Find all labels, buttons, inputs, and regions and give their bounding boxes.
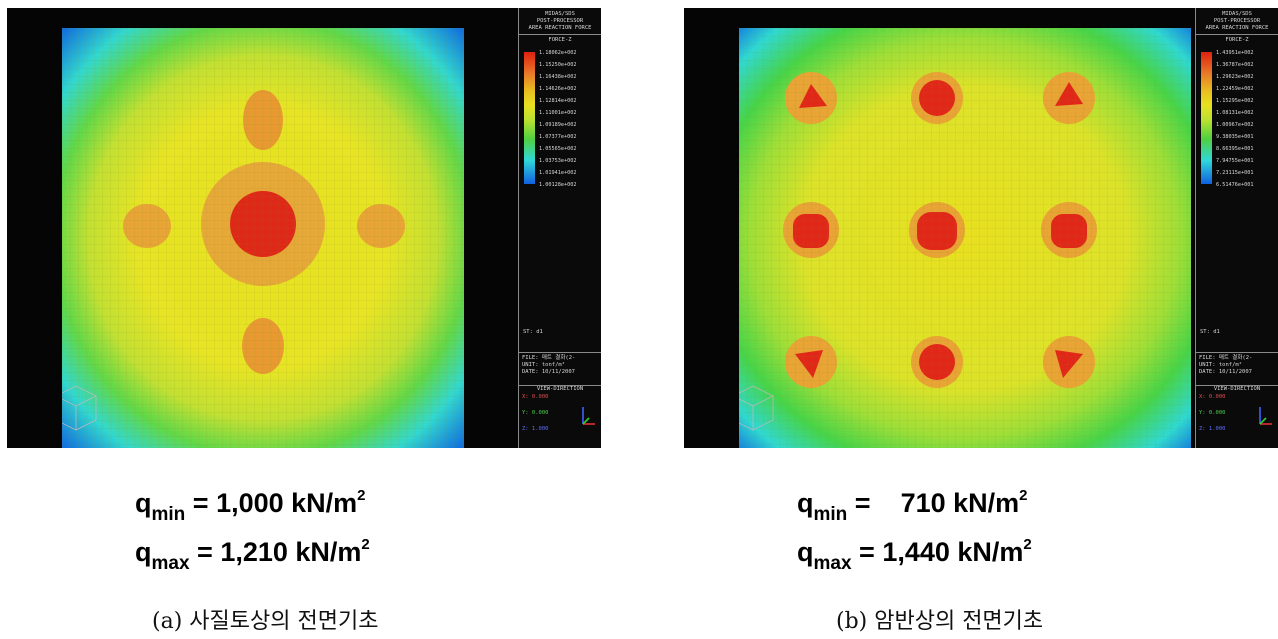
result-type: AREA REACTION FORCE <box>1205 25 1269 31</box>
legend-value: 1.09189e+002 <box>539 122 577 128</box>
legend-value: 1.22459e+002 <box>1216 86 1254 92</box>
legend-value: 1.08131e+002 <box>1216 110 1254 116</box>
file-name: FILE: 매트 결화(2- <box>1199 355 1253 361</box>
legend-value: 1.36787e+002 <box>1216 62 1254 68</box>
legend-value: 1.11001e+002 <box>539 110 577 116</box>
view-x: X: 0.000 <box>522 394 549 400</box>
legend-value: 1.16438e+002 <box>539 74 577 80</box>
color-legend-a: 1.18062e+002 1.15250e+002 1.16438e+002 1… <box>519 48 601 188</box>
result-type: AREA REACTION FORCE <box>528 25 592 31</box>
contour-viewport-b: MIDAS/SDS POST-PROCESSOR AREA REACTION F… <box>684 8 1278 448</box>
view-cube-icon <box>62 385 97 431</box>
view-x: X: 0.000 <box>1199 394 1226 400</box>
legend-value: 8.66395e+001 <box>1216 146 1254 152</box>
view-cube-icon <box>739 385 774 431</box>
legend-value: 1.03753e+002 <box>539 158 577 164</box>
legend-value: 1.15295e+002 <box>1216 98 1254 104</box>
contour-viewport-a: MIDAS/SDS POST-PROCESSOR AREA REACTION F… <box>7 8 601 448</box>
q-max-value-a: = 1,210 kN/m <box>197 537 362 567</box>
q-max-label-a: qmax = 1,210 kN/m2 <box>135 536 370 574</box>
unit-label: UNIT: tonf/m² <box>1199 362 1243 368</box>
legend-value: 1.43951e+002 <box>1216 50 1254 56</box>
contour-svg-b <box>739 28 1191 448</box>
contour-plot-a <box>62 28 464 448</box>
view-z: Z: 1.000 <box>1199 426 1226 432</box>
software-module: POST-PROCESSOR <box>536 18 584 24</box>
legend-sidebar-b: MIDAS/SDS POST-PROCESSOR AREA REACTION F… <box>1195 8 1278 448</box>
view-direction-label: VIEW-DIRECTION <box>519 385 601 393</box>
date-label: DATE: 10/11/2007 <box>1199 369 1252 375</box>
caption-a: (a) 사질토상의 전면기초 <box>152 609 379 634</box>
component-label: FORCE-Z <box>548 37 572 43</box>
legend-sidebar-a: MIDAS/SDS POST-PROCESSOR AREA REACTION F… <box>518 8 601 448</box>
component-label: FORCE-Z <box>1225 37 1249 43</box>
legend-value: 1.01941e+002 <box>539 170 577 176</box>
q-min-label-a: qmin = 1,000 kN/m2 <box>135 487 366 525</box>
software-name: MIDAS/SDS <box>1222 11 1252 17</box>
color-legend-b: 1.43951e+002 1.36787e+002 1.29623e+002 1… <box>1196 48 1278 188</box>
caption-b: (b) 암반상의 전면기초 <box>836 609 1044 634</box>
legend-value: 7.23115e+001 <box>1216 170 1254 176</box>
contour-svg-a <box>62 28 464 448</box>
legend-value: 6.51476e+001 <box>1216 182 1254 188</box>
step-label: ST: d1 <box>523 329 543 335</box>
legend-value: 1.29623e+002 <box>1216 74 1254 80</box>
step-label: ST: d1 <box>1200 329 1220 335</box>
legend-value: 1.00128e+002 <box>539 182 577 188</box>
legend-value: 1.05565e+002 <box>539 146 577 152</box>
legend-value: 1.07377e+002 <box>539 134 577 140</box>
file-name: FILE: 매트 결화(2- <box>522 355 576 361</box>
q-min-value-b: = 710 kN/m <box>854 488 1020 518</box>
legend-value: 1.18062e+002 <box>539 50 577 56</box>
unit-label: UNIT: tonf/m² <box>522 362 566 368</box>
mesh-grid-a <box>62 28 464 448</box>
axis-triad-icon <box>1259 407 1272 425</box>
legend-value: 7.94755e+001 <box>1216 158 1254 164</box>
software-module: POST-PROCESSOR <box>1213 18 1261 24</box>
q-min-value-a: = 1,000 kN/m <box>192 488 358 518</box>
color-scale-bar <box>524 52 535 184</box>
date-label: DATE: 10/11/2007 <box>522 369 575 375</box>
software-name: MIDAS/SDS <box>545 11 575 17</box>
q-max-label-b: qmax = 1,440 kN/m2 <box>797 536 1032 574</box>
legend-value: 1.00967e+002 <box>1216 122 1254 128</box>
file-info: FILE: 매트 결화(2- UNIT: tonf/m² DATE: 10/11… <box>1196 352 1278 376</box>
view-direction-label: VIEW-DIRECTION <box>1196 385 1278 393</box>
axis-triad-icon <box>582 407 595 425</box>
legend-value: 1.14626e+002 <box>539 86 577 92</box>
file-info: FILE: 매트 결화(2- UNIT: tonf/m² DATE: 10/11… <box>519 352 601 376</box>
contour-plot-b <box>739 28 1191 448</box>
q-max-value-b: = 1,440 kN/m <box>859 537 1024 567</box>
q-min-label-b: qmin = 710 kN/m2 <box>797 487 1028 525</box>
legend-value: 1.12814e+002 <box>539 98 577 104</box>
view-y: Y: 0.000 <box>1199 410 1226 416</box>
legend-value: 9.38035e+001 <box>1216 134 1254 140</box>
view-z: Z: 1.000 <box>522 426 549 432</box>
legend-value: 1.15250e+002 <box>539 62 577 68</box>
mesh-grid-b <box>739 28 1191 448</box>
view-y: Y: 0.000 <box>522 410 549 416</box>
color-scale-bar <box>1201 52 1212 184</box>
